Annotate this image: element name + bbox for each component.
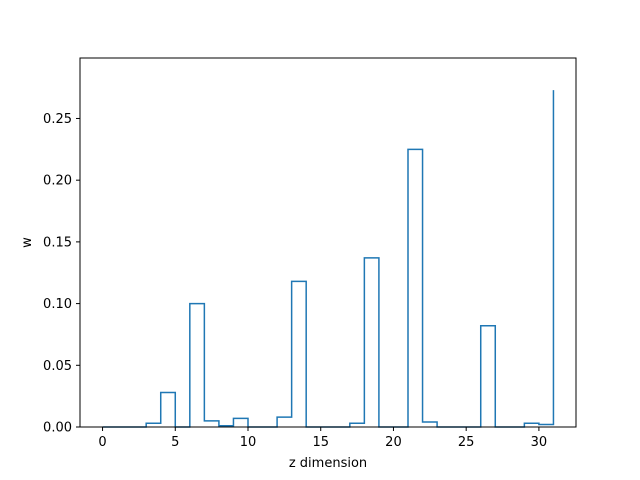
y-tick-label: 0.15 bbox=[43, 235, 72, 250]
x-tick-label: 15 bbox=[312, 435, 329, 450]
x-axis-label: z dimension bbox=[289, 456, 367, 471]
y-tick-label: 0.10 bbox=[43, 297, 72, 312]
y-axis-label: w bbox=[20, 237, 35, 248]
y-tick-label: 0.05 bbox=[43, 359, 72, 374]
y-tick-label: 0.20 bbox=[43, 174, 72, 189]
plot-area bbox=[102, 90, 555, 428]
data-series-line bbox=[102, 90, 555, 428]
x-axis: 0 5 10 15 20 25 30 bbox=[98, 427, 547, 450]
x-tick-label: 25 bbox=[458, 435, 475, 450]
x-tick-label: 30 bbox=[531, 435, 548, 450]
x-tick-label: 20 bbox=[385, 435, 402, 450]
x-tick-label: 0 bbox=[98, 435, 106, 450]
x-tick-label: 10 bbox=[240, 435, 257, 450]
y-tick-label: 0.00 bbox=[43, 421, 72, 436]
axes-frame bbox=[79, 57, 577, 428]
y-axis: 0.00 0.05 0.10 0.15 0.20 0.25 bbox=[43, 112, 80, 436]
x-tick-label: 5 bbox=[171, 435, 179, 450]
y-tick-label: 0.25 bbox=[43, 112, 72, 127]
